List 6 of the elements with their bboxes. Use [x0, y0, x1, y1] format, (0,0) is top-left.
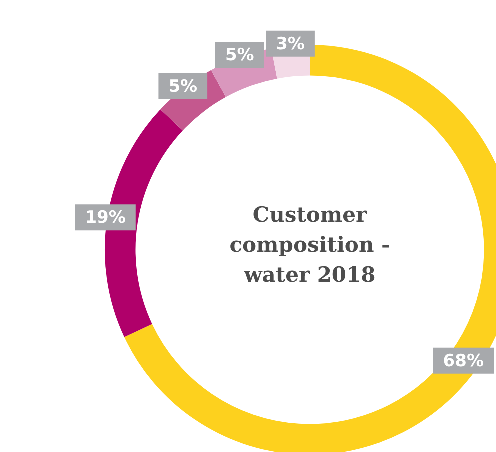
- data-label: 5%: [168, 76, 198, 97]
- data-label: 19%: [85, 208, 126, 228]
- data-label: 5%: [225, 46, 254, 66]
- text: Customer composition - water 2018: [228, 201, 392, 289]
- data-label: 68%: [443, 351, 484, 372]
- data-label: 3%: [276, 34, 305, 54]
